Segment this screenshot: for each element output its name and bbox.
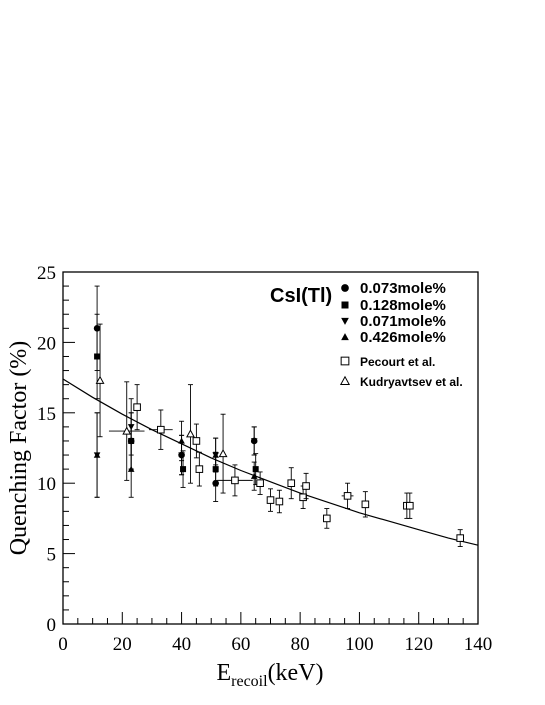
- x-tick-label: 120: [404, 634, 433, 655]
- legend-entry: 0.128mole%: [341, 297, 446, 314]
- legend-entry: Pecourt et al.: [340, 355, 435, 369]
- y-axis-title: Quenching Factor (%): [6, 341, 32, 556]
- series-1: [94, 313, 259, 488]
- x-tick-label: 20: [113, 634, 132, 655]
- x-tick-labels: 0 20 40 60 80 100 120 140: [58, 634, 492, 655]
- data-point: [323, 514, 331, 523]
- data-point: [122, 426, 132, 435]
- y-tick-label: 5: [47, 545, 57, 566]
- legend-marker: [340, 356, 350, 366]
- x-axis-title: Erecoil(keV): [216, 660, 323, 690]
- axis-ticks: [62, 271, 479, 625]
- legend-label: Pecourt et al.: [360, 355, 435, 369]
- data-point: [180, 466, 187, 473]
- data-point: [406, 501, 414, 510]
- data-point: [250, 472, 258, 479]
- x-tick-label: 40: [172, 634, 191, 655]
- data-point: [343, 492, 352, 500]
- data-point: [192, 437, 201, 445]
- legend-label: 0.128mole%: [360, 297, 446, 314]
- data-point: [127, 424, 135, 431]
- y-tick-labels: 0 5 10 15 20 25: [37, 263, 56, 636]
- x-tick-label: 100: [345, 634, 374, 655]
- y-tick-label: 10: [37, 474, 56, 495]
- series-0: [93, 285, 258, 502]
- data-point: [256, 479, 264, 487]
- data-point: [127, 465, 135, 472]
- y-tick-label: 0: [47, 615, 57, 636]
- y-tick-label: 15: [37, 404, 56, 425]
- legend-label: 0.071mole%: [360, 313, 446, 330]
- legend-entry: 0.071mole%: [341, 313, 446, 330]
- data-point: [195, 465, 204, 473]
- x-tick-label: 140: [464, 634, 493, 655]
- data-point: [299, 493, 307, 502]
- data-point: [157, 425, 165, 434]
- x-axis-title-sub: recoil: [231, 673, 268, 690]
- x-tick-label: 0: [58, 634, 68, 655]
- data-point: [361, 500, 370, 509]
- legend-marker: [341, 333, 349, 341]
- legend: CsI(Tl) 0.073mole%0.128mole%0.071mole%0.…: [270, 280, 463, 389]
- data-point: [266, 496, 275, 504]
- x-axis-title-main: E: [216, 660, 231, 686]
- data-point: [250, 438, 258, 445]
- data-point: [252, 466, 259, 473]
- data-point: [212, 451, 219, 458]
- x-tick-label: 80: [291, 634, 310, 655]
- data-points: [93, 285, 465, 548]
- legend-entry: 0.073mole%: [341, 280, 446, 297]
- series-5: [95, 323, 228, 494]
- data-point: [218, 448, 228, 458]
- legend-title: CsI(Tl): [270, 285, 332, 307]
- legend-label: 0.426mole%: [360, 329, 446, 346]
- data-point: [95, 375, 105, 384]
- series-3: [93, 412, 258, 498]
- y-tick-label: 25: [37, 263, 56, 284]
- legend-marker: [341, 284, 349, 292]
- data-point: [231, 476, 239, 485]
- legend-label: 0.073mole%: [360, 280, 446, 297]
- legend-label: Kudryavtsev et al.: [360, 375, 463, 389]
- data-point: [178, 437, 185, 444]
- data-point: [456, 534, 465, 542]
- x-axis-title-unit: (keV): [268, 660, 324, 686]
- legend-marker: [339, 375, 351, 385]
- data-point: [186, 429, 195, 438]
- data-point: [287, 479, 296, 487]
- y-tick-label: 20: [37, 333, 56, 354]
- series-4: [133, 384, 465, 548]
- legend-entry: 0.426mole%: [341, 329, 446, 346]
- x-tick-label: 60: [231, 634, 250, 655]
- legend-marker: [341, 301, 349, 309]
- data-point: [302, 482, 310, 490]
- data-point: [93, 451, 101, 458]
- legend-entry: Kudryavtsev et al.: [339, 375, 463, 389]
- legend-entries: 0.073mole%0.128mole%0.071mole%0.426mole%…: [339, 280, 463, 389]
- data-point: [275, 497, 284, 506]
- fit-curve: [62, 378, 479, 546]
- fit-curve-line: [62, 378, 479, 546]
- legend-marker: [341, 317, 349, 325]
- data-point: [133, 403, 141, 411]
- data-point: [94, 353, 101, 360]
